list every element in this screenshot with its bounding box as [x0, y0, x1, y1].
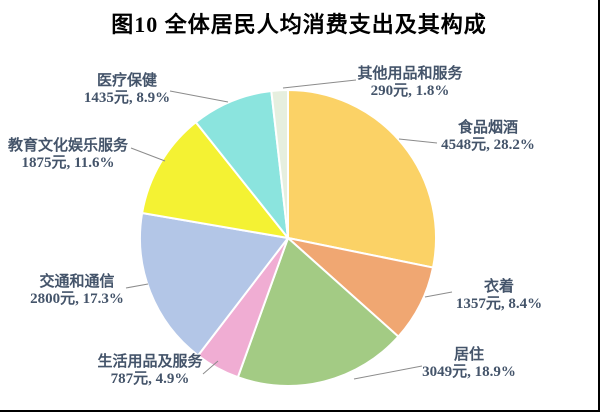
slice-value: 4548元, 28.2%	[441, 137, 535, 153]
slice-name: 医疗保健	[96, 73, 157, 89]
pie-slice-housing	[236, 237, 400, 387]
pie-slice-education-culture-entertainment	[141, 121, 289, 239]
leader-line	[353, 365, 423, 380]
label-food-tobacco-alcohol: 食品烟酒 4548元, 28.2%	[408, 120, 568, 154]
label-education-culture-entertainment: 教育文化娱乐服务 1875元, 11.6%	[0, 138, 148, 172]
label-other-goods-services: 其他用品和服务 290元, 1.8%	[330, 66, 490, 100]
label-clothing: 衣着 1357元, 8.4%	[419, 279, 579, 313]
leader-line	[202, 360, 219, 375]
slice-value: 1875元, 11.6%	[21, 155, 115, 171]
slice-value: 3049元, 18.9%	[422, 364, 516, 380]
slice-name: 教育文化娱乐服务	[7, 138, 128, 154]
leader-line	[282, 79, 357, 89]
slice-value: 787元, 4.9%	[110, 371, 190, 387]
slice-name: 衣着	[483, 279, 514, 295]
leader-line	[125, 283, 149, 289]
slice-value: 1435元, 8.9%	[83, 90, 171, 106]
label-healthcare: 医疗保健 1435元, 8.9%	[47, 73, 207, 107]
label-household-goods-services: 生活用品及服务 787元, 4.9%	[70, 354, 230, 388]
leader-line	[398, 138, 438, 144]
slice-name: 生活用品及服务	[97, 354, 203, 370]
slice-value: 1357元, 8.4%	[455, 296, 543, 312]
pie-slice-food-tobacco-alcohol	[287, 89, 438, 269]
label-transport-communication: 交通和通信 2800元, 17.3%	[0, 274, 157, 308]
pie-slice-other-goods-services	[270, 89, 289, 239]
leader-line	[424, 291, 453, 298]
leader-line	[169, 90, 229, 103]
slice-name: 居住	[453, 347, 484, 363]
slice-name: 其他用品和服务	[357, 66, 463, 82]
slice-value: 2800元, 17.3%	[30, 291, 124, 307]
slice-name: 食品烟酒	[457, 120, 518, 136]
label-housing: 居住 3049元, 18.9%	[389, 347, 549, 381]
leader-line	[130, 147, 166, 162]
slice-name: 交通和通信	[39, 274, 115, 290]
pie-slice-transport-communication	[139, 212, 289, 357]
chart-title: 图10 全体居民人均消费支出及其构成	[111, 12, 487, 37]
pie-slice-healthcare	[194, 89, 289, 239]
slice-value: 290元, 1.8%	[370, 83, 450, 99]
